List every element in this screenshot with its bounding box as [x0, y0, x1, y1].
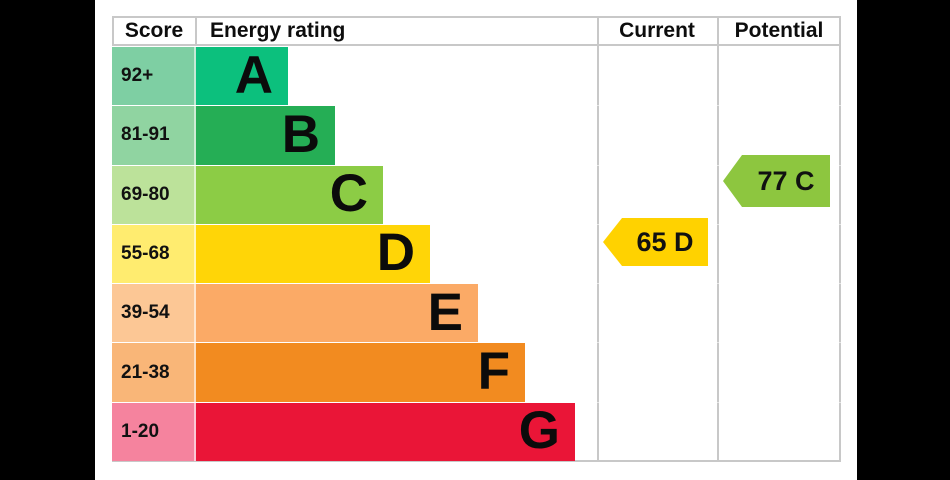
score-cell: 55-68: [112, 224, 196, 284]
rating-band-row: 21-38 F: [112, 342, 841, 403]
rating-letter: A: [234, 45, 273, 105]
current-column-header: Current: [619, 19, 695, 42]
score-cell: 21-38: [112, 343, 196, 402]
score-range-label: 81-91: [121, 124, 170, 146]
score-range-label: 92+: [121, 65, 154, 87]
table-right-border: [839, 17, 841, 462]
potential-rating-marker: 77 C: [723, 155, 830, 207]
rating-letter: C: [329, 164, 368, 224]
rating-band-row: 81-91 B: [112, 104, 841, 166]
current-rating-marker: 65 D: [603, 218, 708, 266]
current-rating-label: 65 D: [636, 226, 694, 257]
rating-band-row: 39-54 E: [112, 282, 841, 344]
rating-bar: F: [196, 342, 525, 402]
score-cell: 92+: [112, 47, 196, 106]
rating-bar: D: [196, 223, 430, 284]
rating-bar: A: [196, 45, 288, 106]
rating-bands: 92+ A 81-91 B 69-80 C 55-68 D 39-54: [112, 47, 841, 461]
rating-band-row: 69-80 C: [112, 164, 841, 225]
right-letterbox: [857, 0, 950, 480]
rating-band-row: 55-68 D: [112, 223, 841, 285]
rating-band-row: 92+ A: [112, 45, 841, 107]
score-cell: 39-54: [112, 284, 196, 343]
potential-column-header: Potential: [734, 19, 824, 42]
potential-column-separator: [717, 17, 719, 462]
score-cell: 69-80: [112, 165, 196, 224]
potential-rating-label: 77 C: [757, 165, 815, 196]
score-column-header: Score: [124, 19, 184, 42]
table-bottom-border: [112, 460, 841, 462]
left-letterbox: [0, 0, 95, 480]
score-range-label: 39-54: [121, 302, 170, 324]
table-left-border: [112, 17, 114, 45]
rating-bar: G: [196, 401, 575, 461]
current-column-separator: [597, 17, 599, 462]
rating-letter: F: [477, 342, 510, 402]
rating-letter: D: [376, 223, 415, 283]
score-range-label: 55-68: [121, 242, 170, 264]
rating-band-row: 1-20 G: [112, 401, 841, 461]
score-range-label: 69-80: [121, 183, 170, 205]
rating-letter: B: [281, 104, 320, 164]
rating-letter: G: [518, 401, 560, 461]
score-range-label: 1-20: [121, 420, 160, 442]
header-underline: [112, 44, 841, 46]
table-top-border: [112, 16, 841, 18]
score-range-label: 21-38: [121, 361, 170, 383]
rating-bar: E: [196, 282, 478, 343]
score-column-separator: [195, 17, 197, 45]
chart-canvas: Score Energy rating Current Potential 92…: [95, 0, 857, 480]
score-cell: 1-20: [112, 402, 196, 461]
rating-letter: E: [427, 282, 463, 342]
rating-bar: B: [196, 104, 335, 165]
energy-rating-column-header: Energy rating: [210, 19, 346, 42]
rating-bar: C: [196, 164, 383, 224]
score-cell: 81-91: [112, 106, 196, 165]
